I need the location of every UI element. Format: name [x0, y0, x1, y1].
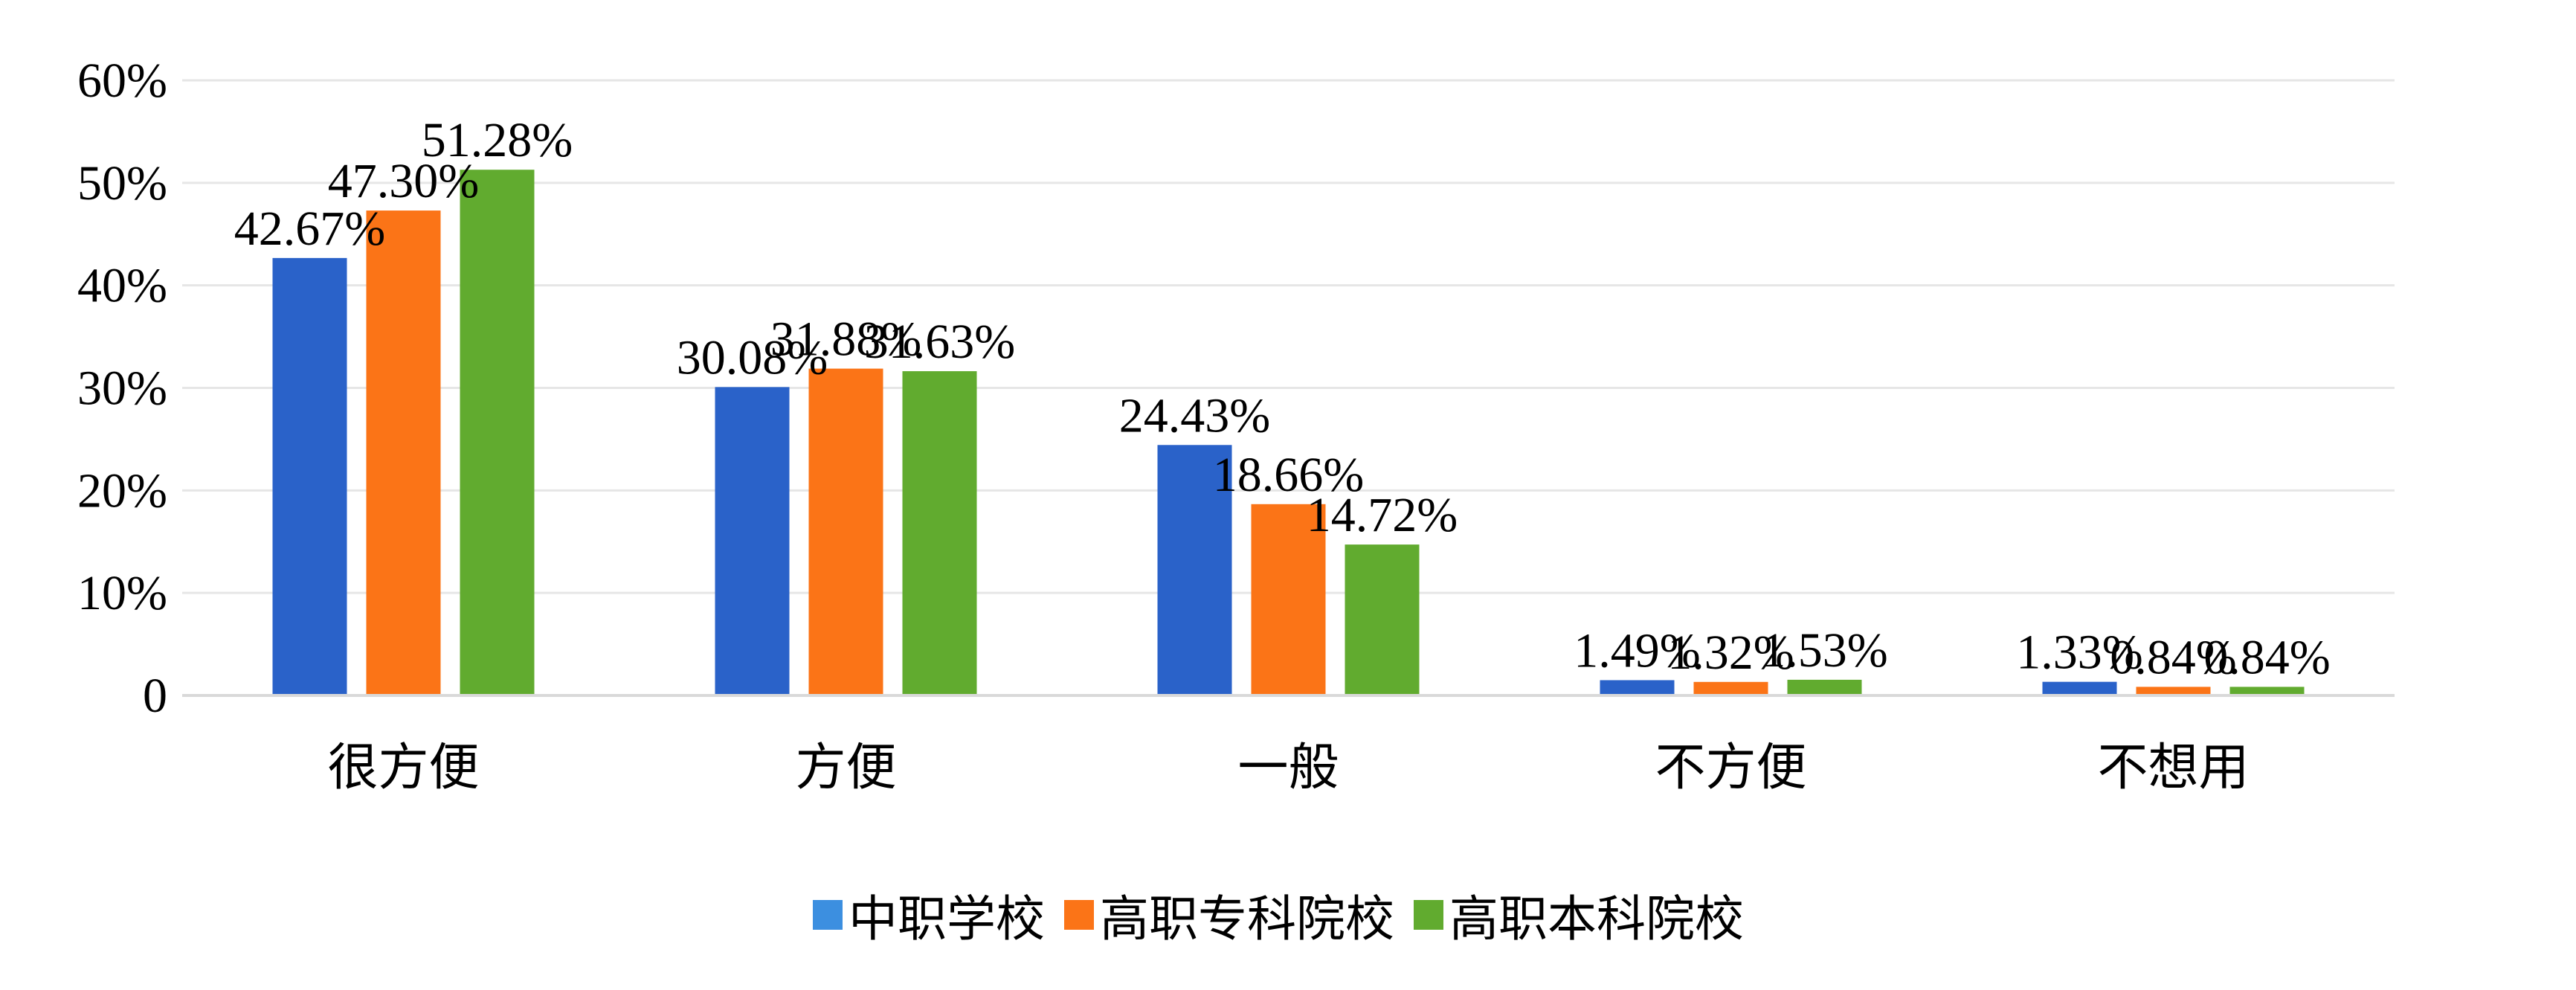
data-label: 30.08%: [677, 330, 828, 385]
data-label: 24.43%: [1119, 388, 1270, 443]
data-label: 31.88%: [770, 312, 921, 367]
legend-label-gaozhi-benke: 高职本科院校: [1449, 890, 1744, 948]
data-label: 47.30%: [328, 154, 479, 208]
bar: [808, 368, 883, 695]
data-label: 1.33%: [2016, 626, 2142, 680]
y-tick-label: 50%: [77, 156, 167, 210]
bar: [1157, 445, 1232, 695]
legend-swatch-gaozhi-benke: [1414, 900, 1443, 930]
data-label: 1.32%: [1667, 626, 1794, 680]
legend-label-zhongzhi: 中职学校: [849, 890, 1045, 948]
data-label: 18.66%: [1213, 448, 1364, 502]
legend-item-gaozhi-benke: 高职本科院校: [1414, 879, 1744, 951]
data-label: 51.28%: [422, 113, 573, 167]
data-label: 1.49%: [1574, 623, 1700, 678]
y-tick-label: 60%: [77, 54, 167, 108]
x-category-label: 很方便: [327, 739, 479, 797]
bar: [2229, 687, 2305, 695]
bar: [1345, 544, 1420, 695]
data-label: 0.84%: [2203, 630, 2330, 684]
bar: [272, 257, 347, 695]
bars: [272, 170, 2305, 695]
x-category-label: 不想用: [2097, 739, 2249, 797]
data-label: 42.67%: [234, 202, 385, 256]
legend-swatch-zhongzhi: [813, 900, 843, 930]
bar: [1600, 680, 1675, 695]
x-category-label: 不方便: [1655, 739, 1806, 797]
bar: [1787, 679, 1862, 695]
bar: [715, 387, 790, 695]
bar: [902, 371, 977, 695]
y-axis-ticks: 0 10% 20% 30% 40% 50% 60%: [77, 54, 167, 723]
y-tick-label: 20%: [77, 463, 167, 518]
legend-item-zhongzhi: 中职学校: [813, 879, 1045, 951]
x-axis-categories: 很方便 方便 一般 不方便 不想用: [327, 739, 2249, 797]
data-label: 14.72%: [1307, 488, 1458, 542]
bar: [1251, 504, 1326, 695]
legend-label-gaozhi-zhuanke: 高职专科院校: [1100, 890, 1394, 948]
data-label: 0.84%: [2110, 630, 2236, 684]
bar: [460, 170, 535, 695]
gridlines: [182, 79, 2395, 594]
x-category-label: 一般: [1237, 739, 1339, 797]
bar: [2136, 687, 2211, 695]
bar: [1693, 681, 1768, 695]
data-label: 1.53%: [1761, 623, 1887, 678]
legend-item-gaozhi-zhuanke: 高职专科院校: [1064, 879, 1394, 951]
y-tick-label: 10%: [77, 566, 167, 620]
bar: [2042, 681, 2117, 695]
y-tick-label: 0: [143, 669, 167, 723]
y-tick-label: 40%: [77, 259, 167, 313]
x-category-label: 方便: [795, 739, 896, 797]
data-label: 31.63%: [864, 315, 1015, 369]
data-labels: 42.67%47.30%51.28% 30.08%31.88%31.63% 24.4…: [234, 113, 2331, 684]
legend-swatch-gaozhi-zhuanke: [1064, 900, 1094, 930]
bar: [366, 210, 441, 695]
y-tick-label: 30%: [77, 361, 167, 416]
legend: 中职学校 高职专科院校 高职本科院校: [0, 878, 2576, 952]
